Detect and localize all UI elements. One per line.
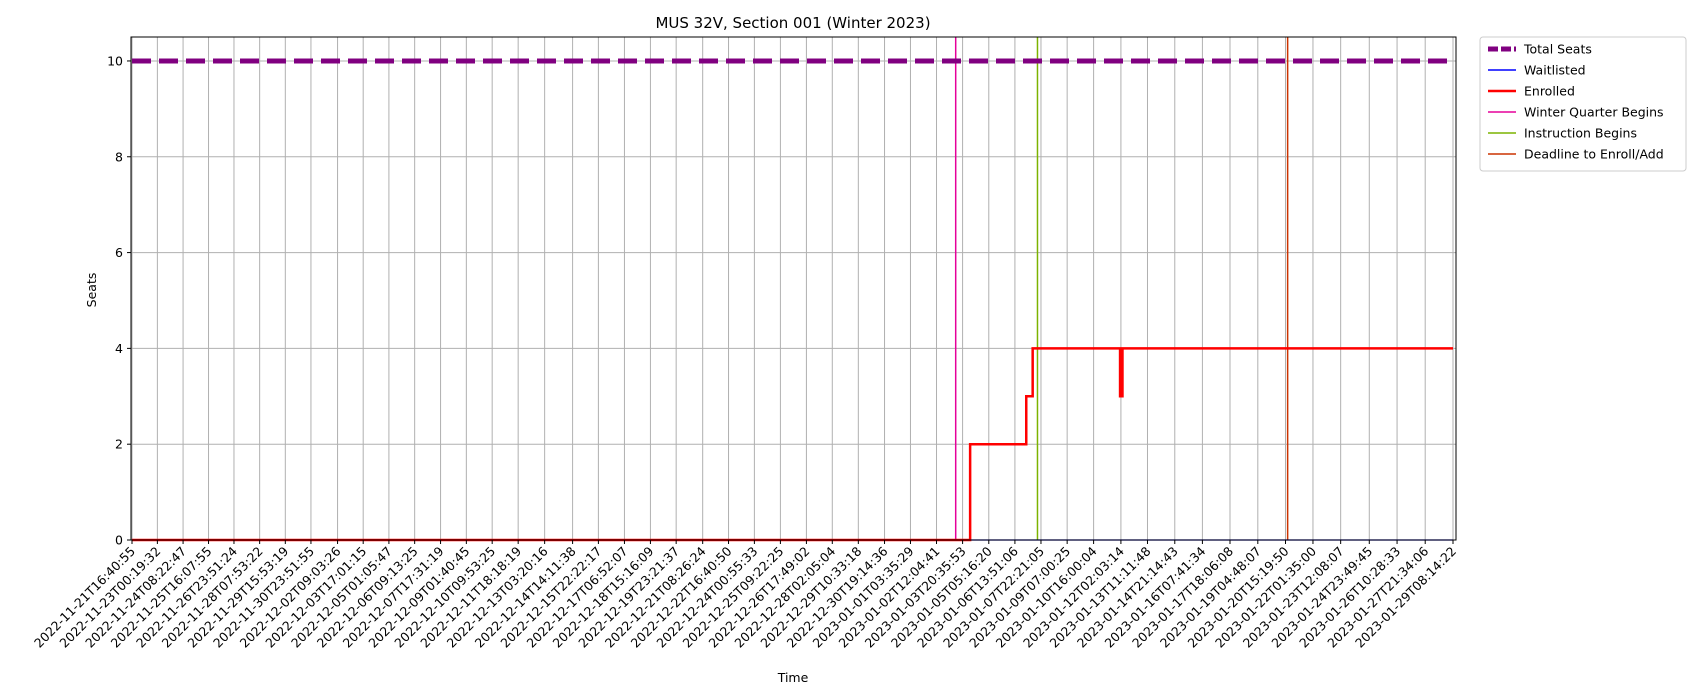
grid: [131, 37, 1456, 541]
y-tick-label: 10: [107, 53, 123, 68]
x-ticks: 2022-11-21T16:40:552022-11-23T00:19:3220…: [31, 540, 1459, 651]
legend-label: Winter Quarter Begins: [1524, 105, 1664, 120]
legend-label: Deadline to Enroll/Add: [1524, 147, 1664, 162]
plot-frame: [130, 36, 1457, 541]
legend: Total Seats Waitlisted Enrolled Winter Quar…: [1479, 36, 1687, 172]
y-tick-label: 8: [115, 149, 123, 164]
legend-label: Enrolled: [1524, 84, 1575, 99]
series-line: [132, 347, 1453, 542]
legend-box: [1479, 36, 1687, 172]
y-tick-label: 6: [115, 245, 123, 260]
legend-label: Waitlisted: [1524, 63, 1586, 78]
legend-label: Instruction Begins: [1524, 126, 1637, 141]
y-tick-label: 0: [115, 533, 123, 548]
legend-label: Total Seats: [1523, 42, 1592, 57]
plot-lines: [132, 37, 1453, 542]
y-tick-label: 4: [115, 341, 123, 356]
y-ticks: 0 2 4 6 8 10: [107, 53, 131, 548]
x-axis-label: Time: [777, 670, 809, 685]
y-axis-label: Seats: [84, 273, 99, 308]
chart-title: MUS 32V, Section 001 (Winter 2023): [655, 14, 930, 32]
y-tick-label: 2: [115, 437, 123, 452]
